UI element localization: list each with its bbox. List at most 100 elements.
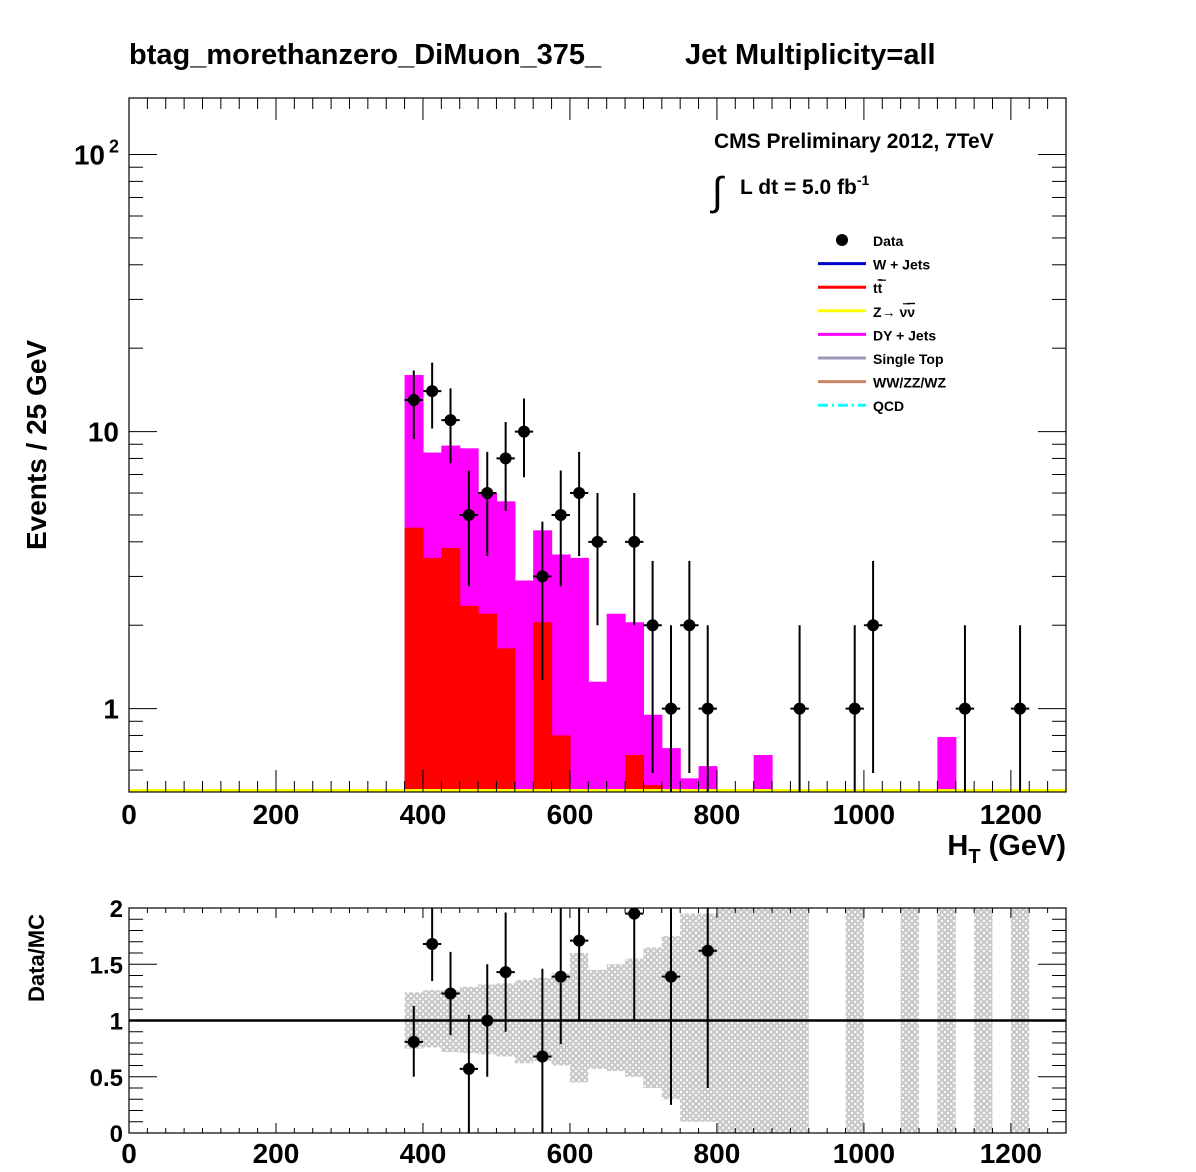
- data-point-16: [790, 625, 809, 792]
- legend-label-bar: t: [878, 280, 883, 296]
- ttbar-bar-8: [625, 755, 645, 792]
- ttbar-bar-2: [441, 547, 461, 792]
- data-point-5: [496, 422, 515, 511]
- legend-marker: [836, 234, 848, 246]
- ratio-marker: [499, 966, 512, 979]
- ratio-point-1: [422, 908, 442, 982]
- ttbar-bar-0: [404, 527, 424, 792]
- legend-entry-4: DY + Jets: [818, 327, 936, 343]
- data-point-13: [661, 625, 681, 792]
- legend-label-text: W + Jets: [873, 257, 930, 273]
- ratio-marker: [444, 987, 457, 1000]
- data-marker: [481, 487, 494, 500]
- ratio-marker: [628, 907, 641, 920]
- luminosity-value: L dt = 5.0 fb: [740, 176, 857, 199]
- dy-bar-6: [514, 580, 534, 792]
- ratio-marker: [701, 944, 714, 957]
- data-marker: [444, 414, 457, 427]
- data-marker: [426, 385, 439, 398]
- ratio-points: [404, 907, 717, 1133]
- ratio-marker: [554, 970, 567, 983]
- band-bin-1: [422, 990, 442, 1048]
- legend-label: Data: [873, 233, 904, 249]
- data-point-2: [441, 388, 460, 464]
- x-tick-label: 1000: [833, 799, 895, 830]
- y-tick-label-exponent: 2: [109, 137, 119, 157]
- ratio-point-0: [404, 1005, 423, 1077]
- legend-entry-7: QCD: [818, 398, 904, 414]
- ratio-plot-axes: 0 200 400 600 800 1000 1200 0 0.5 1 1.5 2: [90, 896, 1067, 1169]
- dy-bar-9: [569, 557, 589, 792]
- legend-label-text: t: [873, 280, 878, 296]
- ratio-point-2: [441, 951, 460, 1036]
- legend-entry-0: Data: [836, 233, 904, 249]
- data-marker: [1014, 702, 1027, 715]
- y-axis-label: Events / 25 GeV: [21, 340, 52, 550]
- ratio-y-axis-label: Data/MC: [24, 914, 49, 1002]
- data-point-19: [955, 625, 975, 792]
- dy-bar-11: [606, 613, 626, 792]
- legend: Data W + Jets tt Z→ νν DY + Jets Single Top WW…: [818, 233, 947, 414]
- data-marker: [867, 619, 880, 632]
- ratio-x-tick-label: 400: [400, 1138, 447, 1169]
- data-marker: [536, 570, 549, 583]
- legend-label-text: QCD: [873, 398, 904, 414]
- data-marker: [958, 702, 971, 715]
- chart-title-left: btag_morethanzero_DiMuon_375_: [129, 39, 602, 71]
- data-marker: [848, 702, 861, 715]
- x-tick-label: 600: [547, 799, 594, 830]
- ratio-marker: [481, 1014, 494, 1027]
- data-marker: [554, 508, 567, 521]
- band-bin-15: [680, 913, 699, 1122]
- data-marker: [573, 487, 586, 500]
- data-point-9: [569, 451, 589, 557]
- legend-label: Z→ νν: [873, 304, 915, 320]
- data-marker: [701, 702, 714, 715]
- luminosity-exponent: -1: [857, 172, 870, 188]
- ratio-marker: [426, 938, 439, 950]
- x-tick-label: 0: [121, 799, 137, 830]
- y-tick-label: 10: [74, 140, 105, 171]
- ratio-y-tick-label: 1: [110, 1009, 123, 1036]
- x-axis-label-unit: (GeV): [981, 830, 1066, 862]
- data-point-12: [643, 560, 662, 773]
- band-bin-11: [606, 964, 626, 1072]
- ttbar-bar-6: [533, 622, 553, 792]
- luminosity-text: L dt = 5.0 fb-1: [740, 172, 870, 199]
- legend-label-text: Data: [873, 233, 904, 249]
- ratio-plot: 0 200 400 600 800 1000 1200 0 0.5 1 1.5 2 Data/MC: [24, 896, 1067, 1169]
- ratio-point-8: [569, 908, 589, 1021]
- cms-preliminary-text: CMS Preliminary 2012, 7TeV: [714, 130, 994, 153]
- data-point-17: [845, 625, 864, 792]
- ratio-point-9: [625, 907, 644, 1021]
- cms-label: CMS Preliminary 2012, 7TeV ∫ L dt = 5.0 …: [710, 130, 994, 214]
- data-point-1: [422, 362, 442, 429]
- data-point-8: [551, 470, 570, 587]
- ttbar-bar-5: [496, 648, 516, 792]
- ratio-marker: [462, 1062, 475, 1075]
- data-point-14: [680, 560, 699, 773]
- data-marker: [628, 535, 641, 548]
- ratio-point-10: [661, 908, 681, 1105]
- legend-label: W + Jets: [873, 257, 930, 273]
- data-point-11: [625, 493, 644, 626]
- ratio-point-7: [551, 908, 570, 1045]
- ratio-point-5: [496, 912, 515, 1032]
- legend-entry-6: WW/ZZ/WZ: [818, 375, 947, 391]
- data-marker: [499, 452, 512, 465]
- x-axis-label: HT (GeV): [947, 830, 1066, 868]
- legend-label-text: DY + Jets: [873, 327, 936, 343]
- ratio-x-tick-label: 800: [694, 1138, 741, 1169]
- ratio-marker: [407, 1035, 420, 1048]
- ratio-x-tick-label: 1200: [980, 1138, 1042, 1169]
- dy-bar-15: [680, 778, 700, 792]
- dy-bar-18: [937, 736, 957, 792]
- ratio-point-4: [478, 964, 497, 1077]
- data-point-3: [459, 470, 479, 587]
- ratio-marker: [573, 934, 586, 947]
- data-points: [404, 362, 1030, 792]
- ratio-x-tick-label: 1000: [833, 1138, 895, 1169]
- data-marker: [518, 425, 531, 438]
- legend-entry-2: tt: [818, 279, 886, 296]
